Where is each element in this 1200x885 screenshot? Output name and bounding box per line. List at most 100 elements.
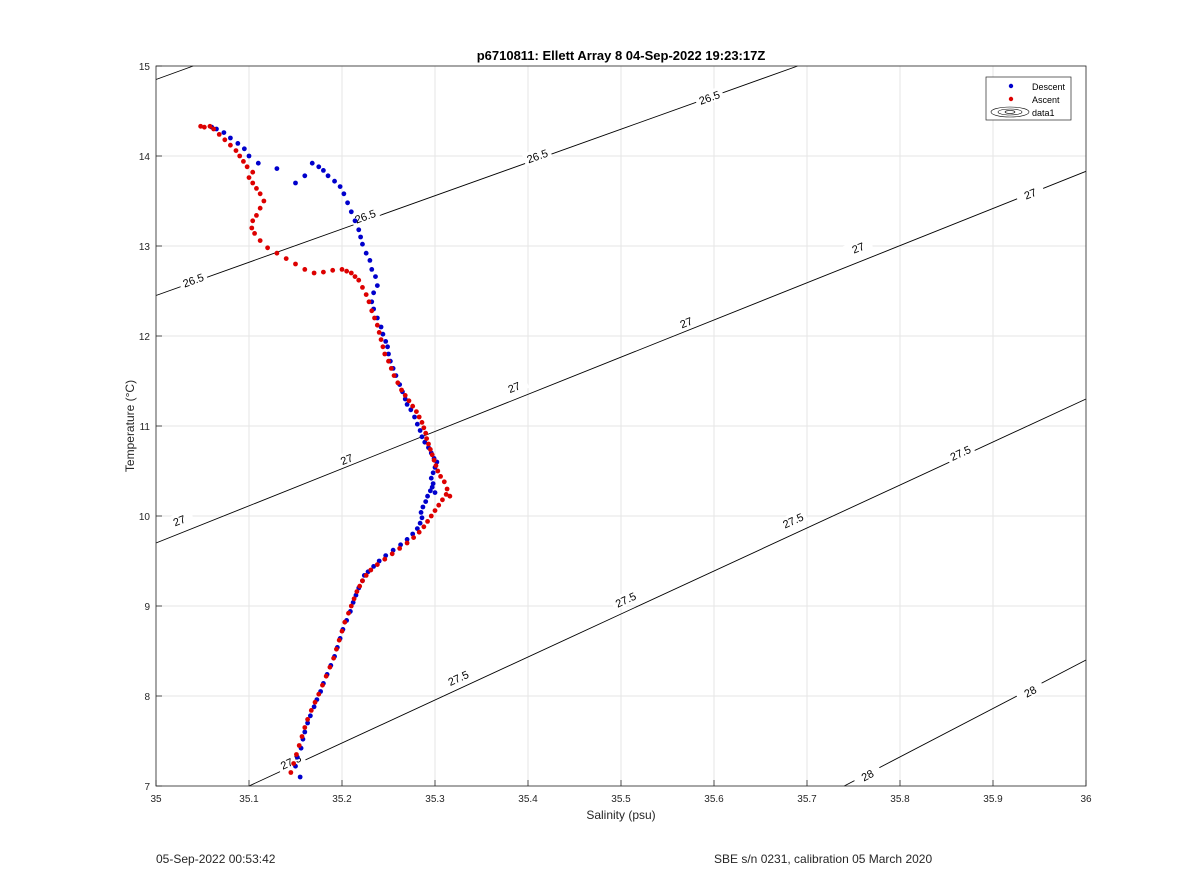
descent-point <box>378 324 384 330</box>
descent-point <box>360 241 365 247</box>
ascent-point <box>441 479 447 485</box>
ascent-point <box>382 351 388 357</box>
ascent-point <box>216 132 222 137</box>
y-tick-label: 9 <box>144 602 150 613</box>
ascent-point <box>265 245 270 251</box>
descent-point <box>325 173 331 179</box>
x-tick-label: 36 <box>1080 794 1092 805</box>
ascent-point <box>363 292 369 297</box>
ascent-point <box>389 551 395 557</box>
ascent-point <box>426 441 431 447</box>
descent-point <box>429 484 435 490</box>
ascent-point <box>261 198 267 204</box>
ascent-point <box>312 699 318 705</box>
contour-label-bg <box>610 587 641 612</box>
ascent-point <box>327 664 333 670</box>
ascent-point <box>299 734 305 739</box>
contour-label-bg <box>777 508 809 532</box>
contour-line <box>155 65 798 296</box>
legend-descent-marker <box>1008 83 1014 89</box>
descent-point <box>302 173 308 179</box>
y-tick-label: 12 <box>139 332 151 343</box>
descent-point <box>402 396 408 402</box>
descent-point <box>309 160 315 166</box>
ascent-point <box>376 330 382 335</box>
ascent-point <box>321 269 326 275</box>
ascent-point <box>447 493 453 499</box>
descent-point <box>419 515 425 521</box>
contour-label: 27 <box>507 380 523 396</box>
ascent-point <box>352 274 358 279</box>
descent-point <box>422 439 428 445</box>
ascent-point <box>249 225 255 231</box>
descent-point <box>383 339 389 344</box>
y-axis-label: Temperature (°C) <box>123 380 137 472</box>
descent-point <box>404 537 410 542</box>
ascent-point <box>399 387 404 393</box>
descent-point <box>432 490 438 495</box>
ascent-point <box>429 452 435 458</box>
contour-label: 27 <box>679 316 695 332</box>
descent-point <box>311 704 317 710</box>
ascent-point <box>344 268 350 274</box>
ascent-point <box>241 159 246 164</box>
descent-point <box>418 510 424 515</box>
ascent-point <box>432 508 438 513</box>
descent-point <box>369 267 375 272</box>
density-contours: 26.526.526.526.527272727272727.527.527.5… <box>155 65 1087 787</box>
contour-label-bg <box>163 508 195 532</box>
descent-point <box>414 526 420 531</box>
ascent-point <box>440 497 445 503</box>
ascent-point <box>222 137 228 143</box>
descent-point <box>356 227 362 233</box>
ascent-point <box>388 366 394 371</box>
ascent-point <box>411 535 417 540</box>
descent-point <box>383 553 389 558</box>
descent-point <box>420 504 426 510</box>
x-tick-label: 35.1 <box>239 794 259 805</box>
descent-point <box>371 290 377 296</box>
x-tick-label: 35.4 <box>518 794 538 805</box>
contour-label: 27 <box>1023 187 1039 203</box>
descent-point <box>221 130 227 136</box>
descent-point <box>414 421 420 427</box>
descent-point <box>302 729 308 735</box>
legend-ascent-label: Ascent <box>1032 95 1060 105</box>
ascent-point <box>311 270 317 276</box>
ascent-point <box>351 596 357 602</box>
descent-point <box>425 493 430 499</box>
descent-point <box>427 488 433 494</box>
descent-point <box>307 713 313 719</box>
legend-ascent-marker <box>1008 96 1014 102</box>
descent-point <box>337 184 343 190</box>
descent-point <box>419 434 425 440</box>
contour-label-bg <box>349 204 381 227</box>
ascent-point <box>211 126 217 132</box>
contour-label: 28 <box>1022 684 1038 700</box>
ascent-point <box>346 610 351 616</box>
descent-point <box>376 558 382 564</box>
ascent-point <box>348 270 354 276</box>
ascent-point <box>342 619 348 625</box>
descent-point <box>255 160 261 166</box>
y-tick-label: 13 <box>139 242 151 253</box>
x-axis-label: Salinity (psu) <box>586 808 655 822</box>
ascent-point <box>374 322 380 328</box>
contour-label-bg <box>693 86 725 108</box>
descent-point <box>297 774 303 780</box>
descent-point <box>363 250 369 256</box>
contour-label-bg <box>498 375 530 399</box>
ascent-point <box>274 250 280 256</box>
descent-point <box>423 499 429 504</box>
contour-label-bg <box>1014 182 1046 205</box>
ascent-point <box>339 628 345 634</box>
ascent-point <box>201 124 207 130</box>
ascent-point <box>339 267 345 272</box>
ascent-point <box>419 420 425 425</box>
chart-title: p6710811: Ellett Array 8 04-Sep-2022 19:… <box>477 48 766 63</box>
descent-point <box>380 331 386 337</box>
contour-label-bg <box>331 447 362 471</box>
ascent-point <box>302 267 308 272</box>
contour-label-bg <box>851 762 883 787</box>
